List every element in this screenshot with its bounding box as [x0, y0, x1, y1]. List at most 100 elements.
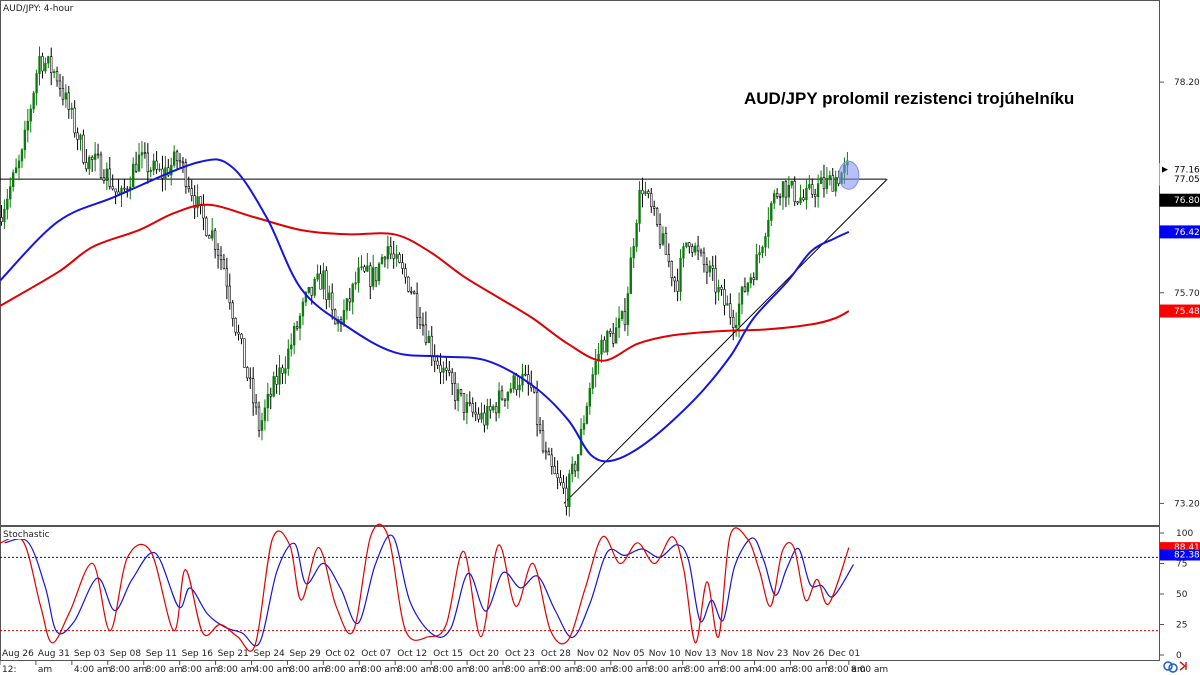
time-tick-time: 8:00 am — [505, 665, 542, 675]
candle-body — [749, 277, 752, 284]
candle-body — [462, 393, 466, 413]
candle-body — [515, 375, 518, 391]
candle-body — [506, 392, 510, 401]
stochastic-label-box — [1, 527, 39, 539]
time-tick-time: 4:00 am — [254, 665, 291, 675]
candle-body — [298, 315, 302, 329]
candle-body — [366, 265, 369, 272]
candle-body — [41, 56, 44, 72]
price-tick-label: 75.706 — [1174, 289, 1200, 299]
candle-body — [249, 377, 252, 380]
candle-body — [380, 256, 384, 265]
candle-body — [354, 282, 357, 285]
candle-body — [562, 482, 565, 489]
candle-body — [594, 360, 597, 375]
candle-body — [559, 477, 562, 483]
time-tick-time: 8:00 am — [649, 665, 686, 675]
candle-body — [743, 286, 747, 292]
stochastic-tag — [1160, 542, 1200, 554]
candle-body — [93, 153, 97, 160]
candle-body — [664, 233, 668, 255]
candle-body — [123, 187, 126, 190]
candle-body — [644, 191, 647, 195]
time-tick-date: Sep 24 — [254, 649, 286, 659]
time-tick-date: Oct 23 — [505, 649, 535, 659]
time-tick-time: 4:00 am — [757, 665, 794, 675]
candle-body — [752, 277, 755, 280]
candle-body — [117, 191, 120, 195]
candle-body — [304, 292, 308, 303]
candle-body — [497, 390, 501, 414]
candle-body — [691, 246, 694, 253]
time-tick-time: 12: — [2, 665, 16, 675]
candle-body — [556, 473, 559, 479]
time-tick-date: Aug 31 — [38, 649, 70, 659]
time-tick-time: 8:00 am — [325, 665, 362, 675]
candle-body — [767, 220, 770, 237]
candle-body — [421, 324, 425, 327]
time-tick-time: 8:00 am — [218, 665, 255, 675]
candle-body — [696, 245, 700, 252]
time-tick-date: Sep 08 — [110, 649, 142, 659]
time-tick-time: 8:00 am — [613, 665, 650, 675]
candle-body — [82, 134, 85, 163]
sync-icon[interactable] — [1163, 661, 1178, 673]
stochastic-k-line — [0, 523, 850, 652]
candle-body — [617, 318, 621, 328]
candle-body — [146, 152, 149, 173]
candle-body — [705, 264, 709, 273]
scroll-to-end-icon[interactable] — [1179, 661, 1187, 671]
candle-body — [137, 154, 141, 172]
stochastic-tick-label: 100 — [1176, 529, 1193, 539]
candle-body — [281, 367, 284, 374]
breakout-highlight — [838, 160, 860, 190]
time-tick-date: Oct 15 — [433, 649, 463, 659]
candle-body — [272, 376, 275, 397]
time-tick-time: 8:00 am — [577, 665, 614, 675]
candle-body — [638, 189, 641, 224]
stochastic-tick-label: 75 — [1176, 560, 1187, 570]
price-axis: 78.206 75.706 73.206 77.16777.054 76.804 76.4… — [1159, 78, 1200, 661]
time-tick-date: Dec 01 — [828, 649, 860, 659]
candle-body — [591, 374, 594, 389]
candle-body — [641, 189, 644, 195]
candle-body — [14, 167, 18, 173]
candle-body — [410, 291, 413, 293]
candle-body — [50, 56, 53, 74]
candle-body — [565, 487, 568, 507]
chart-headline: AUD/JPY prolomil rezistenci trojúhelníku — [744, 89, 1074, 108]
time-tick-time: am — [38, 665, 52, 675]
time-tick-date: Sep 03 — [74, 649, 105, 659]
price-tag-label: 77.054 — [1174, 175, 1200, 185]
candle-body — [609, 331, 612, 334]
time-tick-date: Nov 02 — [577, 649, 609, 659]
candle-body — [73, 107, 76, 134]
candle-body — [263, 407, 267, 421]
time-tick-time: 8:00 am — [685, 665, 722, 675]
candle-body — [770, 202, 773, 221]
candle-body — [301, 301, 305, 317]
candle-body — [571, 463, 574, 475]
candle-body — [489, 406, 492, 411]
candle-body — [509, 388, 512, 393]
candle-body — [313, 278, 316, 296]
candle-body — [360, 266, 363, 269]
candle-body — [524, 373, 527, 376]
candle-body — [99, 154, 103, 178]
candle-body — [816, 183, 820, 197]
candle-body — [726, 303, 729, 306]
candle-body — [61, 88, 65, 100]
candle-body — [439, 364, 442, 373]
candle-body — [32, 92, 35, 110]
time-tick-time: 8:00 am — [469, 665, 506, 675]
candle-body — [331, 292, 334, 311]
candle-body — [205, 217, 208, 236]
candle-body — [345, 298, 349, 311]
candle-body — [658, 224, 662, 245]
candle-body — [822, 177, 826, 189]
candle-body — [694, 245, 697, 253]
candle-body — [246, 367, 249, 379]
candle-body — [307, 286, 310, 293]
candle-body — [322, 270, 325, 290]
